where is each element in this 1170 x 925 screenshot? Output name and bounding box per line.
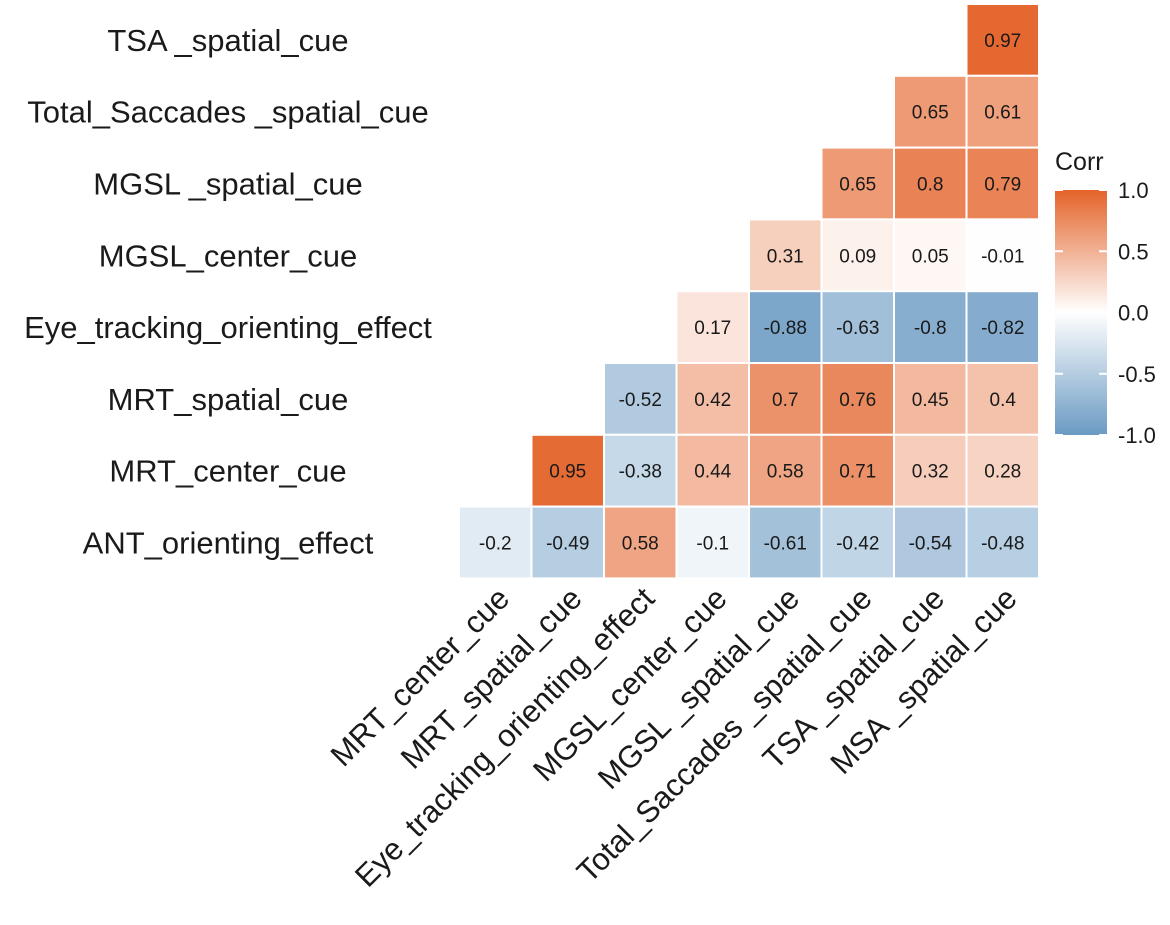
cell-value-label: 0.31 — [767, 246, 804, 267]
cell-value-label: 0.4 — [990, 390, 1017, 411]
color-legend: Corr 1.0 0.5 0.0 -0.5 -1.0 — [1055, 148, 1156, 448]
legend-tick-label: -0.5 — [1118, 362, 1156, 387]
row-label: MGSL _spatial_cue — [93, 167, 362, 202]
heatmap-cell — [748, 362, 823, 436]
cell-value-label: -0.48 — [981, 534, 1024, 555]
row-label: Total_Saccades _spatial_cue — [27, 95, 429, 130]
legend-ticks: 1.0 0.5 0.0 -0.5 -1.0 — [1055, 178, 1156, 448]
heatmap-cell — [820, 218, 895, 293]
heatmap-cell — [893, 362, 968, 436]
cell-value-label: -0.8 — [914, 318, 947, 339]
heatmap-cell — [458, 505, 533, 580]
legend-tick-label: 0.0 — [1118, 301, 1149, 326]
cell-value-label: 0.17 — [694, 318, 731, 339]
legend-tick-label: -1.0 — [1118, 423, 1156, 448]
heatmap-cell — [603, 362, 678, 436]
row-label: ANT_orienting_effect — [83, 526, 374, 561]
cell-value-label: 0.28 — [984, 462, 1021, 483]
heatmap-cell — [820, 505, 895, 580]
cell-value-label: -0.54 — [909, 534, 953, 555]
heatmap-cells — [458, 3, 1040, 580]
heatmap-cell — [893, 74, 968, 149]
cell-value-label: -0.38 — [619, 462, 662, 483]
cell-value-label: 0.58 — [767, 462, 804, 483]
cell-value-label: 0.8 — [917, 175, 943, 196]
row-label: MRT_spatial_cue — [108, 382, 349, 417]
cell-value-label: 0.71 — [839, 462, 876, 483]
heatmap-cell — [965, 146, 1040, 221]
cell-value-label: -0.49 — [546, 534, 589, 555]
cell-value-label: 0.65 — [839, 175, 876, 196]
heatmap-cell — [675, 362, 750, 436]
cell-value-label: -0.88 — [764, 318, 807, 339]
heatmap-cell — [965, 218, 1040, 293]
cell-value-label: -0.01 — [981, 246, 1024, 267]
cell-value-label: 0.09 — [839, 246, 876, 267]
heatmap-cell — [965, 433, 1040, 508]
row-label: Eye_tracking_orienting_effect — [24, 310, 432, 345]
row-label: MGSL_center_cue — [99, 238, 357, 273]
row-label: TSA _spatial_cue — [107, 23, 348, 58]
heatmap-cell — [603, 433, 678, 508]
cell-value-label: 0.7 — [772, 390, 798, 411]
cell-value-label: -0.42 — [836, 534, 879, 555]
legend-title: Corr — [1055, 148, 1104, 176]
heatmap-cell — [893, 433, 968, 508]
cell-value-label: -0.63 — [836, 318, 879, 339]
heatmap-cell — [748, 290, 823, 365]
heatmap-cell — [893, 505, 968, 580]
row-label: MRT_center_cue — [109, 454, 346, 489]
cell-value-label: -0.52 — [619, 390, 662, 411]
cell-value-label: 0.65 — [912, 103, 949, 124]
legend-tick-label: 0.5 — [1118, 239, 1149, 264]
cell-value-label: 0.61 — [984, 103, 1021, 124]
heatmap-cell — [603, 505, 678, 580]
cell-value-label: 0.79 — [984, 175, 1021, 196]
cell-value-label: -0.1 — [696, 534, 729, 555]
cell-value-label: -0.82 — [981, 318, 1024, 339]
column-labels: MRT_center_cueMRT_spatial_cueEye_trackin… — [324, 580, 1024, 893]
heatmap-cell-labels: 0.97 0.65 0.61 0.65 0.8 0.79 0.31 0.09 0.05 -0.01… — [479, 31, 1025, 555]
cell-value-label: -0.2 — [479, 534, 512, 555]
row-labels: TSA _spatial_cue Total_Saccades _spatial_… — [24, 23, 432, 561]
cell-value-label: 0.76 — [839, 390, 876, 411]
legend-tick-label: 1.0 — [1118, 178, 1149, 203]
cell-value-label: 0.44 — [694, 462, 731, 483]
cell-value-label: -0.61 — [764, 534, 807, 555]
cell-value-label: 0.05 — [912, 246, 949, 267]
heatmap-cell — [965, 362, 1040, 436]
legend-colorbar — [1055, 190, 1107, 435]
cell-value-label: 0.42 — [694, 390, 731, 411]
heatmap-cell — [893, 290, 968, 365]
cell-value-label: 0.45 — [912, 390, 949, 411]
cell-value-label: 0.95 — [549, 462, 586, 483]
cell-value-label: 0.32 — [912, 462, 949, 483]
heatmap-cell — [965, 505, 1040, 580]
heatmap-cell — [530, 433, 605, 508]
heatmap-cell — [965, 3, 1040, 77]
cell-value-label: 0.58 — [622, 534, 659, 555]
heatmap-cell — [820, 362, 895, 436]
cell-value-label: 0.97 — [984, 31, 1021, 52]
